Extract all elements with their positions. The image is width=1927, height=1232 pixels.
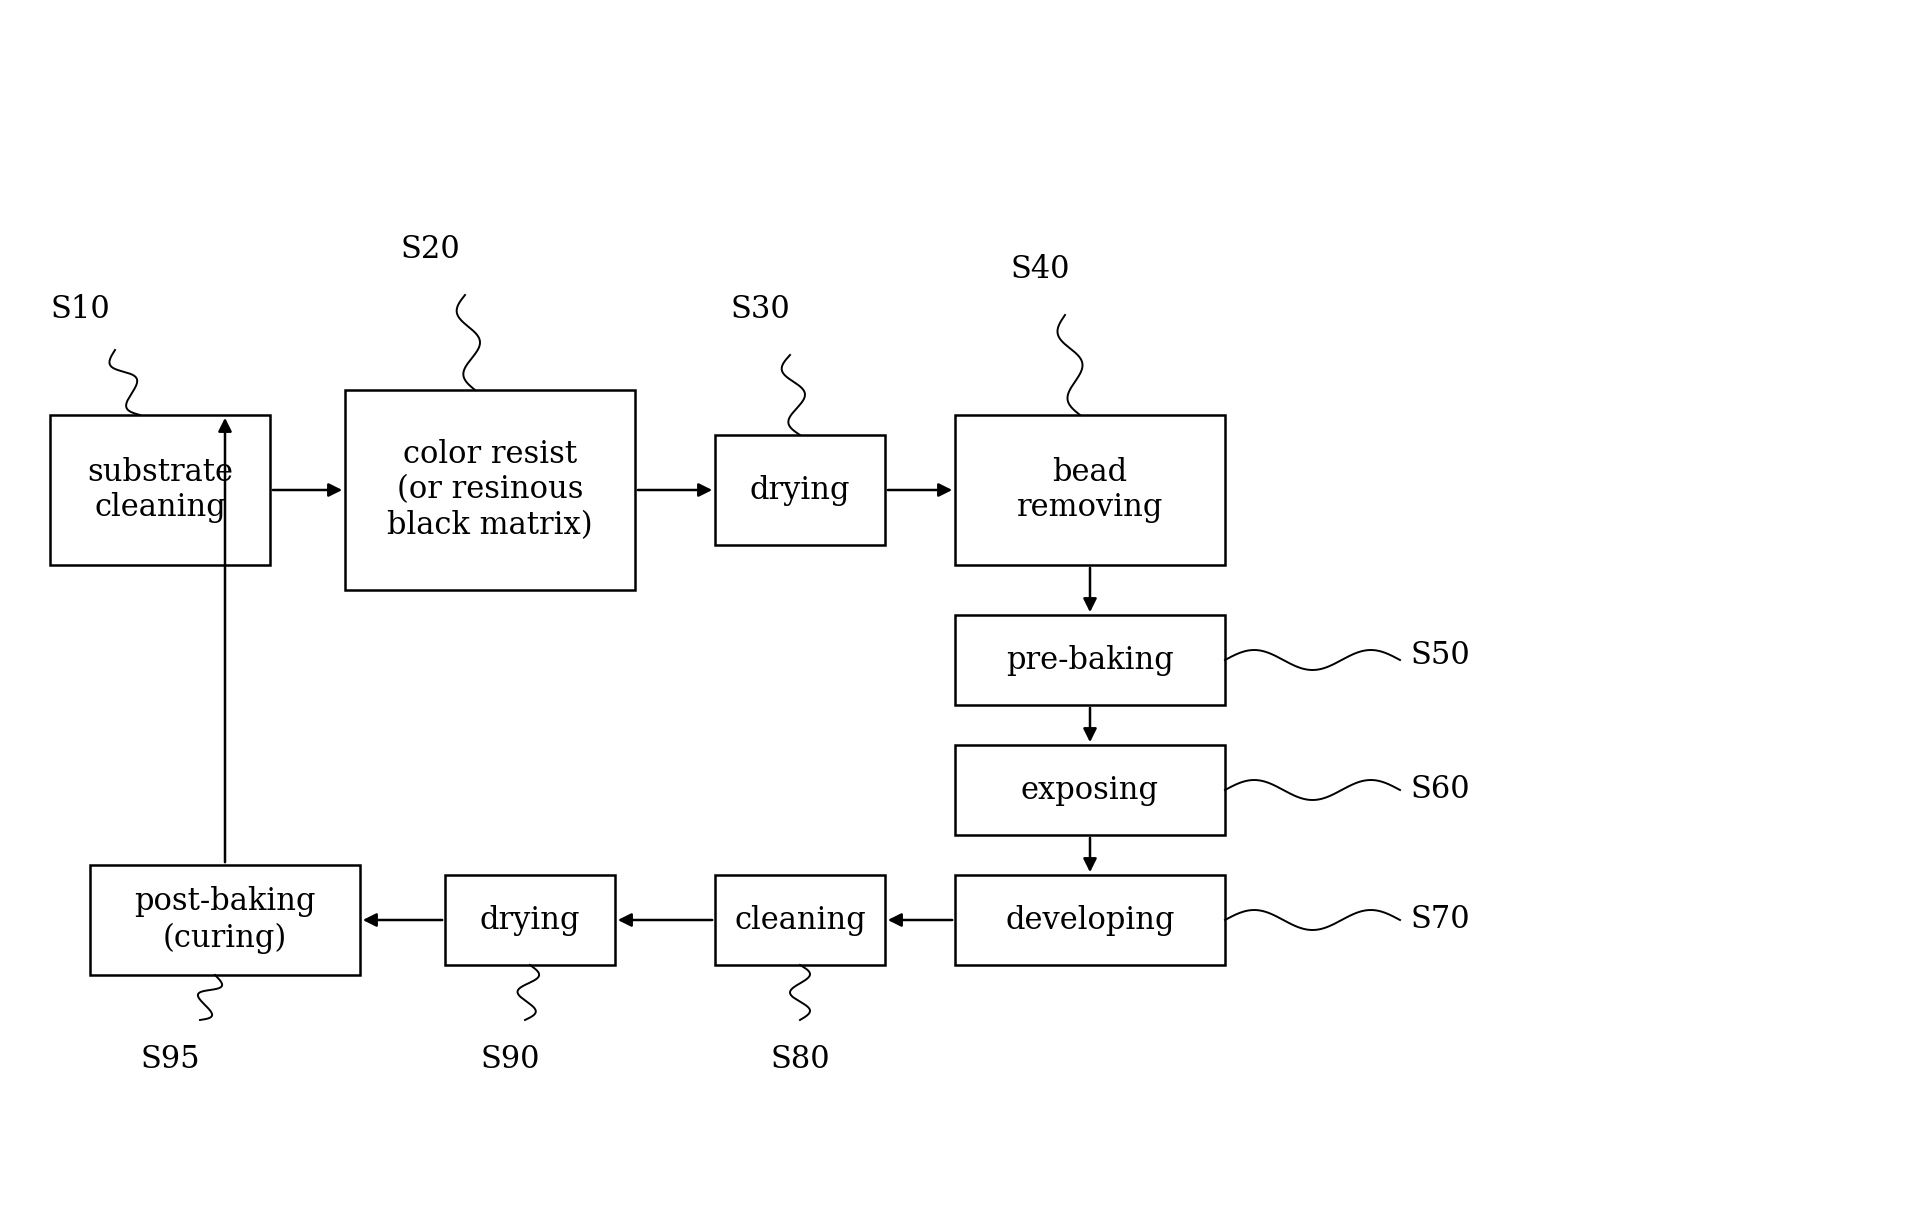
- Text: S50: S50: [1411, 639, 1470, 670]
- Bar: [956, 415, 1226, 565]
- Text: S95: S95: [141, 1045, 200, 1076]
- Bar: [50, 415, 270, 565]
- Bar: [345, 391, 636, 590]
- Bar: [956, 875, 1226, 965]
- Text: developing: developing: [1006, 904, 1175, 935]
- Text: S40: S40: [1010, 255, 1069, 286]
- Text: S10: S10: [50, 294, 110, 325]
- Text: bead
removing: bead removing: [1017, 457, 1164, 524]
- Text: S90: S90: [480, 1045, 540, 1076]
- Text: S60: S60: [1411, 775, 1470, 806]
- Text: post-baking
(curing): post-baking (curing): [135, 887, 316, 954]
- Text: substrate
cleaning: substrate cleaning: [87, 457, 233, 524]
- Bar: [715, 875, 884, 965]
- Text: S20: S20: [401, 234, 461, 266]
- Text: color resist
(or resinous
black matrix): color resist (or resinous black matrix): [387, 439, 594, 541]
- Text: drying: drying: [480, 904, 580, 935]
- Text: pre-baking: pre-baking: [1006, 644, 1174, 675]
- Bar: [91, 865, 360, 975]
- Bar: [956, 615, 1226, 705]
- Bar: [445, 875, 615, 965]
- Text: S30: S30: [730, 294, 790, 325]
- Text: drying: drying: [750, 474, 850, 505]
- Text: S70: S70: [1411, 904, 1470, 935]
- Text: S80: S80: [771, 1045, 831, 1076]
- Text: exposing: exposing: [1021, 775, 1158, 806]
- Bar: [956, 745, 1226, 835]
- Text: cleaning: cleaning: [734, 904, 865, 935]
- Bar: [715, 435, 884, 545]
